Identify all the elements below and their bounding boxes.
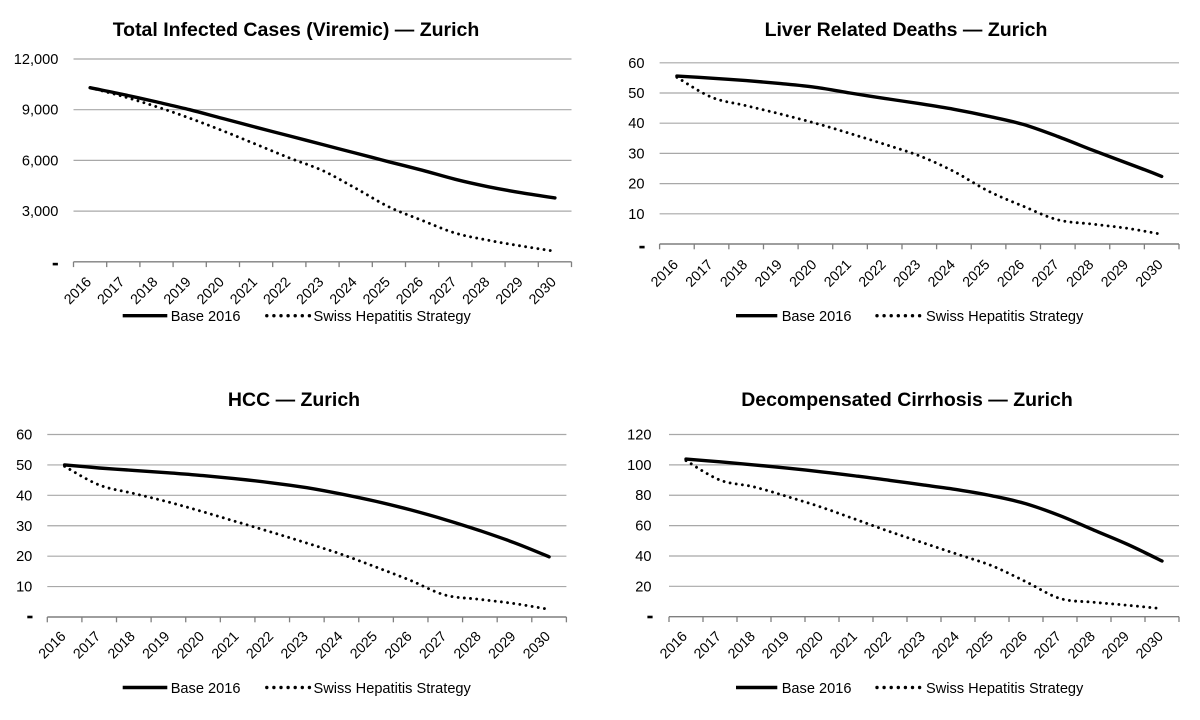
svg-text:60: 60 — [628, 56, 644, 72]
svg-text:Liver Related Deaths — Zurich: Liver Related Deaths — Zurich — [765, 19, 1048, 41]
svg-text:50: 50 — [628, 86, 644, 102]
svg-text:3,000: 3,000 — [22, 204, 59, 220]
svg-text:20: 20 — [635, 579, 651, 595]
svg-text:40: 40 — [635, 549, 651, 565]
svg-text:Base 2016: Base 2016 — [171, 681, 241, 697]
svg-text:60: 60 — [16, 428, 32, 444]
svg-text:120: 120 — [627, 428, 651, 444]
svg-text:Decompensated Cirrhosis — Zuri: Decompensated Cirrhosis — Zurich — [741, 389, 1073, 411]
svg-text:40: 40 — [628, 116, 644, 132]
svg-text:30: 30 — [16, 519, 32, 535]
svg-text:60: 60 — [635, 519, 651, 535]
svg-text:20: 20 — [16, 549, 32, 565]
svg-text:Base 2016: Base 2016 — [782, 681, 852, 697]
svg-text:6,000: 6,000 — [22, 153, 59, 169]
svg-text:Base 2016: Base 2016 — [171, 309, 241, 325]
svg-text:Swiss Hepatitis Strategy: Swiss Hepatitis Strategy — [314, 309, 472, 325]
svg-text:100: 100 — [627, 458, 651, 474]
svg-text:20: 20 — [628, 177, 644, 193]
svg-text:30: 30 — [628, 146, 644, 162]
svg-text:Base 2016: Base 2016 — [782, 309, 852, 325]
svg-text:Swiss Hepatitis Strategy: Swiss Hepatitis Strategy — [314, 681, 472, 697]
svg-text:10: 10 — [16, 580, 32, 596]
svg-text:Swiss Hepatitis Strategy: Swiss Hepatitis Strategy — [926, 309, 1084, 325]
svg-text:10: 10 — [628, 207, 644, 223]
svg-text:HCC — Zurich: HCC — Zurich — [228, 389, 360, 411]
svg-text:12,000: 12,000 — [14, 52, 59, 68]
svg-text:50: 50 — [16, 458, 32, 474]
svg-text:9,000: 9,000 — [22, 103, 59, 119]
svg-text:Total Infected Cases (Viremic): Total Infected Cases (Viremic) — Zurich — [113, 19, 480, 41]
svg-text:40: 40 — [16, 488, 32, 504]
svg-text:Swiss Hepatitis Strategy: Swiss Hepatitis Strategy — [926, 681, 1084, 697]
svg-text:80: 80 — [635, 488, 651, 504]
